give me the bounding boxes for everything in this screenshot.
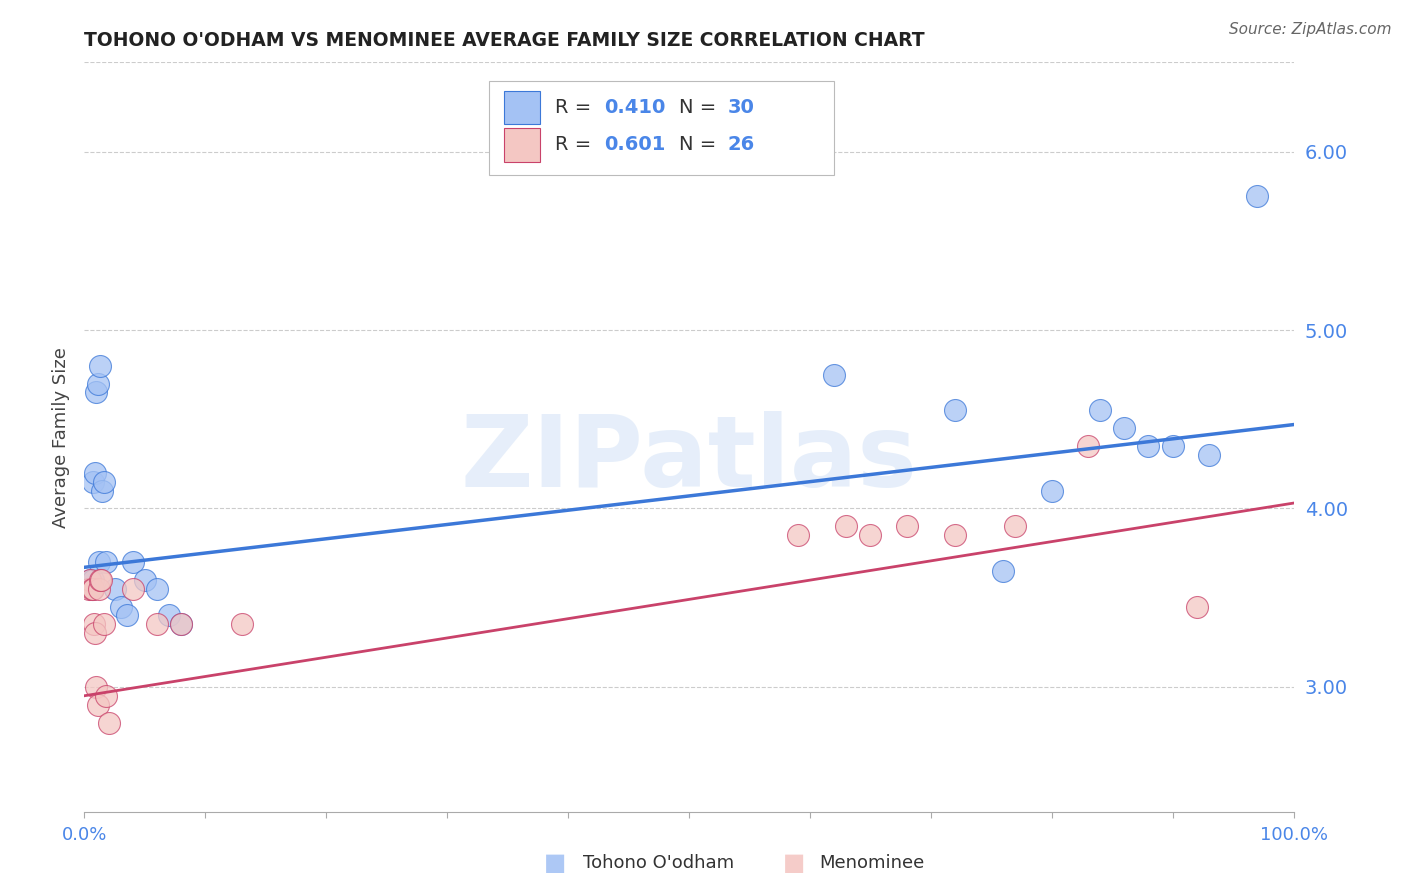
Point (87, 582, 110, 596)
Point (94, 689, 117, 703)
Point (86, 680, 108, 694)
Point (835, 519, 858, 533)
Bar (503, 90, 540, 124)
Bar (503, 128, 540, 161)
Point (859, 528, 882, 542)
Text: Tohono O'odham: Tohono O'odham (583, 855, 734, 872)
Point (943, 403, 966, 417)
Text: 26: 26 (728, 136, 755, 154)
Point (115, 608, 138, 623)
Point (89, 359, 111, 373)
Point (82, 582, 104, 596)
Text: Menominee: Menominee (820, 855, 925, 872)
Point (121, 555, 143, 569)
Text: ■: ■ (544, 852, 567, 875)
Point (79, 573, 101, 587)
Y-axis label: Average Family Size: Average Family Size (52, 347, 70, 527)
Point (786, 528, 808, 542)
Point (943, 528, 966, 542)
Point (1198, 448, 1220, 462)
Point (1114, 421, 1136, 435)
Point (110, 599, 132, 614)
Point (86, 376, 108, 391)
Point (1077, 439, 1099, 453)
Text: N =: N = (679, 136, 723, 154)
Point (90, 573, 112, 587)
Point (86, 698, 108, 712)
Point (1185, 599, 1208, 614)
Point (87, 555, 110, 569)
Point (83, 617, 105, 632)
Point (84, 466, 107, 480)
Point (93, 617, 115, 632)
Text: R =: R = (555, 136, 598, 154)
Point (1246, 189, 1268, 203)
Text: TOHONO O'ODHAM VS MENOMINEE AVERAGE FAMILY SIZE CORRELATION CHART: TOHONO O'ODHAM VS MENOMINEE AVERAGE FAMI… (84, 30, 925, 50)
Text: N =: N = (679, 98, 723, 117)
Point (121, 582, 143, 596)
Point (1004, 519, 1026, 533)
Point (80, 582, 103, 596)
Point (77, 582, 100, 596)
Point (231, 617, 253, 632)
Point (157, 608, 180, 623)
Text: ZIPatlas: ZIPatlas (461, 411, 917, 508)
Point (1137, 439, 1160, 453)
Point (82, 573, 104, 587)
Point (94, 555, 117, 569)
Point (80, 582, 103, 596)
Point (1161, 439, 1184, 453)
Point (896, 519, 918, 533)
Point (89, 573, 111, 587)
Point (170, 617, 193, 632)
Point (823, 368, 845, 382)
Point (79, 573, 101, 587)
Text: 0.410: 0.410 (605, 98, 665, 117)
Point (97, 715, 120, 730)
Point (104, 582, 127, 596)
Text: Source: ZipAtlas.com: Source: ZipAtlas.com (1229, 22, 1392, 37)
Point (170, 617, 193, 632)
Point (82, 475, 104, 489)
Point (146, 582, 169, 596)
Point (993, 564, 1015, 578)
Point (93, 475, 115, 489)
Point (146, 617, 169, 632)
Text: 0.601: 0.601 (605, 136, 665, 154)
Text: ■: ■ (783, 852, 806, 875)
Point (134, 573, 156, 587)
Point (1088, 403, 1111, 417)
FancyBboxPatch shape (489, 81, 834, 175)
Text: 30: 30 (728, 98, 755, 117)
Text: R =: R = (555, 98, 598, 117)
Point (91, 483, 114, 498)
Point (1040, 483, 1063, 498)
Point (84, 626, 107, 640)
Point (86, 385, 108, 400)
